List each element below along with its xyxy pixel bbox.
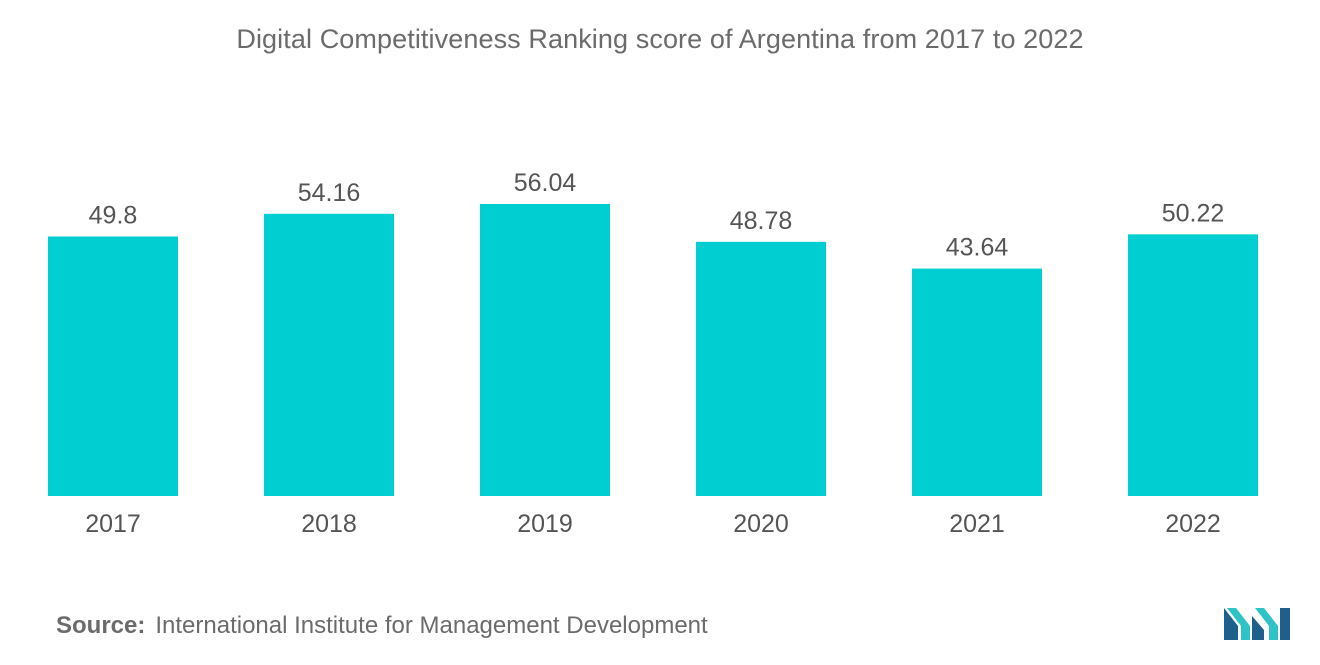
- bar-2019: [480, 204, 610, 496]
- bar-2020: [696, 241, 826, 496]
- x-tick-label-2021: 2021: [949, 510, 1005, 538]
- x-tick-label-2019: 2019: [517, 510, 573, 538]
- value-label-2022: 50.22: [1162, 199, 1225, 227]
- bar-chart: 49.8 2017 54.16 2018 56.04 2019 48.78 2020 43.64…: [48, 169, 1258, 538]
- value-label-2018: 54.16: [298, 179, 361, 207]
- bar-2018: [264, 213, 394, 497]
- value-label-2020: 48.78: [730, 207, 793, 235]
- x-tick-label-2022: 2022: [1165, 510, 1221, 538]
- x-tick-label-2017: 2017: [85, 510, 141, 538]
- mordor-intelligence-logo-icon: [1224, 608, 1290, 640]
- bar-2017: [48, 236, 178, 496]
- value-label-2019: 56.04: [514, 169, 577, 197]
- x-tick-label-2018: 2018: [301, 510, 357, 538]
- source-note: Source: International Institute for Manag…: [56, 612, 708, 640]
- value-label-2021: 43.64: [946, 234, 1009, 262]
- bar-2021: [912, 268, 1042, 496]
- source-label: Source:: [56, 612, 146, 639]
- chart-title: Digital Competitiveness Ranking score of…: [236, 24, 1084, 54]
- x-tick-label-2020: 2020: [733, 510, 789, 538]
- bar-2022: [1128, 234, 1258, 496]
- source-text: International Institute for Management D…: [155, 612, 708, 639]
- value-label-2017: 49.8: [89, 202, 138, 230]
